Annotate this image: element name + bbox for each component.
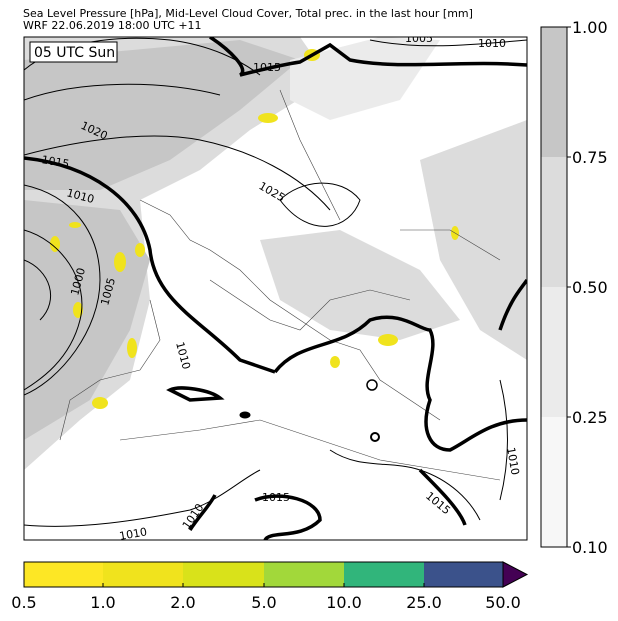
colorbar-segment [541,417,567,547]
isobar-label: 1015 [253,61,281,74]
colorbar-tick-label: 0.5 [11,593,36,612]
colorbar-segment [541,157,567,287]
colorbar-tick-label: 10.0 [326,593,362,612]
colorbar-extend-arrow [502,561,529,588]
colorbar-segment [344,562,424,587]
isobar-label: 1005 [405,32,433,45]
cloud-cover-region [24,40,300,190]
time-label: 05 UTC Sun [34,45,115,61]
colorbar-tick-label: 5.0 [251,593,276,612]
colorbar-tick-label: 50.0 [485,593,521,612]
colorbar-segment [183,562,264,587]
colorbar-tick-label: 25.0 [406,593,442,612]
colorbar-segment [541,287,567,417]
isobars [24,37,527,540]
chart-subtitle: WRF 22.06.2019 18:00 UTC +11 [23,19,202,32]
precipitation-colorbar: 0.5 1.0 2.0 5.0 10.0 25.0 50.0 [11,561,529,612]
colorbar-segment [541,27,567,157]
map-area: 1005 1010 1015 1020 1015 1010 1025 1000 … [24,32,527,543]
cloud-cover-region [290,37,440,120]
colorbar-tick-label: 0.75 [572,148,608,167]
cloud-cover-region [420,120,527,360]
time-label-box [29,41,118,63]
chart-title: Sea Level Pressure [hPa], Mid-Level Clou… [23,7,473,20]
colorbar-segment [103,562,183,587]
colorbar-tick-label: 0.50 [572,278,608,297]
colorbar-tick-label: 1.00 [572,18,608,37]
isobar-label: 1010 [118,525,148,543]
isobar-label: 1015 [262,491,290,504]
colorbar-segment [24,562,103,587]
map-frame [23,36,528,541]
colorbar-segment [424,562,503,587]
isobar-label: 1010 [504,446,522,476]
cloud-cover-region [260,230,460,340]
colorbar-tick-label: 2.0 [170,593,195,612]
cloud-cover-colorbar: 1.00 0.75 0.50 0.25 0.10 [540,18,608,557]
colorbar-tick-label: 0.10 [572,538,608,557]
colorbar-tick-label: 1.0 [90,593,115,612]
colorbar-segment [264,562,344,587]
colorbar-tick-label: 0.25 [572,408,608,427]
isobar-label: 1010 [478,37,506,50]
coastlines [59,89,501,481]
isobar-label: 1015 [40,153,70,171]
